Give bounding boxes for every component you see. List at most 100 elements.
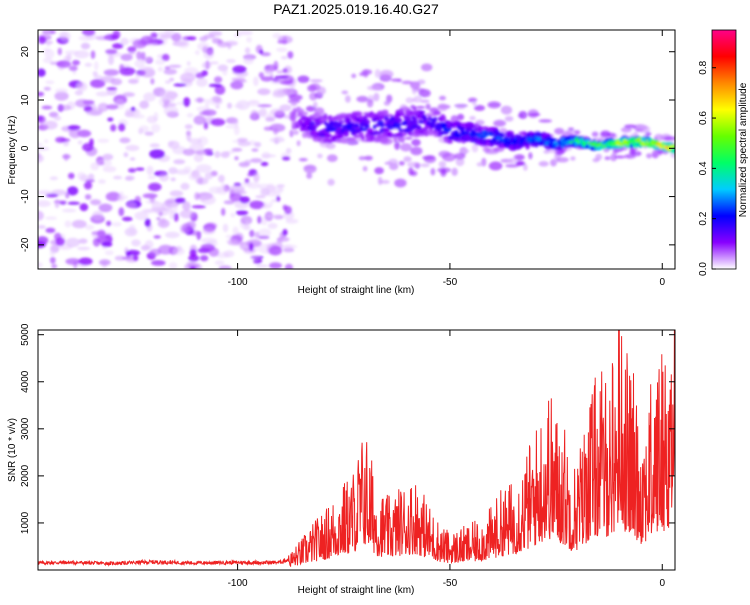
noise-cell bbox=[218, 174, 225, 183]
signal-core-cell bbox=[425, 103, 431, 110]
snr-x-ticks: -100 -50 0 bbox=[228, 330, 665, 589]
signal-halo-cell bbox=[298, 158, 308, 162]
signal-halo-cell bbox=[388, 158, 399, 167]
noise-cell bbox=[279, 80, 294, 85]
noise-cell bbox=[153, 112, 159, 122]
noise-cell bbox=[76, 172, 86, 180]
signal-core-cell bbox=[500, 132, 505, 138]
noise-cell bbox=[195, 50, 200, 55]
noise-cell bbox=[179, 209, 195, 219]
noise-cell bbox=[68, 128, 82, 139]
signal-halo-cell bbox=[488, 161, 503, 171]
noise-cell bbox=[186, 113, 194, 118]
signal-halo-cell bbox=[638, 125, 651, 133]
noise-cell bbox=[78, 238, 88, 244]
signal-halo-cell bbox=[538, 161, 549, 167]
noise-cell bbox=[67, 201, 81, 205]
noise-cell bbox=[101, 241, 113, 248]
noise-cell bbox=[258, 228, 272, 237]
noise-cell bbox=[203, 49, 215, 60]
noise-cell bbox=[168, 203, 178, 214]
noise-cell bbox=[204, 172, 214, 180]
signal-core-cell bbox=[471, 137, 480, 140]
noise-cell bbox=[273, 136, 284, 142]
y-tick-label: 1000 bbox=[20, 511, 31, 534]
signal-core-cell bbox=[337, 134, 344, 139]
noise-cell bbox=[194, 192, 200, 201]
signal-halo-cell bbox=[451, 167, 458, 176]
signal-halo-cell bbox=[504, 116, 514, 122]
noise-cell bbox=[208, 186, 222, 194]
noise-cell bbox=[44, 139, 49, 144]
noise-cell bbox=[260, 52, 271, 57]
signal-halo-cell bbox=[439, 95, 446, 101]
noise-cell bbox=[114, 255, 126, 261]
noise-cell bbox=[135, 167, 145, 171]
signal-halo-cell bbox=[418, 89, 431, 98]
noise-cell bbox=[38, 91, 45, 97]
noise-cell bbox=[247, 173, 254, 177]
noise-cell bbox=[180, 72, 196, 83]
signal-core-cell bbox=[393, 136, 398, 143]
noise-cell bbox=[38, 147, 50, 151]
figure-title: PAZ1.2025.019.16.40.G27 bbox=[273, 1, 439, 17]
noise-cell bbox=[266, 214, 280, 218]
signal-core-cell bbox=[416, 106, 426, 109]
noise-cell bbox=[265, 118, 275, 122]
noise-cell bbox=[147, 175, 156, 180]
signal-halo-cell bbox=[473, 105, 486, 111]
noise-cell bbox=[184, 81, 193, 86]
noise-cell bbox=[234, 156, 239, 161]
noise-cell bbox=[158, 97, 165, 106]
noise-cell bbox=[44, 30, 51, 38]
snr-y-label: SNR (10 * v/v) bbox=[7, 418, 18, 482]
noise-cell bbox=[63, 153, 69, 161]
noise-cell bbox=[237, 141, 251, 147]
noise-cell bbox=[79, 203, 89, 212]
colorbar-label: Normalized spectral amplitude bbox=[738, 82, 749, 217]
noise-cell bbox=[272, 33, 282, 39]
noise-cell bbox=[209, 61, 219, 65]
noise-cell bbox=[131, 114, 145, 119]
y-tick-label: 5000 bbox=[20, 323, 31, 346]
y-tick-label: -20 bbox=[20, 237, 31, 252]
noise-cell bbox=[43, 86, 51, 91]
signal-halo-cell bbox=[624, 124, 637, 129]
noise-cell bbox=[105, 191, 121, 202]
signal-halo-cell bbox=[471, 143, 479, 153]
signal-halo-cell bbox=[663, 136, 675, 141]
signal-halo-cell bbox=[556, 157, 569, 163]
noise-cell bbox=[154, 59, 166, 65]
noise-cell bbox=[159, 173, 169, 182]
signal-core-cell bbox=[353, 115, 358, 120]
noise-cell bbox=[148, 182, 162, 192]
signal-halo-cell bbox=[296, 140, 301, 147]
noise-cell bbox=[50, 61, 56, 65]
signal-core-cell bbox=[347, 137, 357, 143]
noise-cell bbox=[45, 216, 58, 220]
signal-halo-cell bbox=[516, 162, 526, 166]
noise-cell bbox=[38, 225, 46, 229]
noise-cell bbox=[261, 204, 272, 209]
colorbar-tick-label: 0.2 bbox=[698, 211, 709, 225]
noise-cell bbox=[45, 227, 56, 233]
noise-cell bbox=[58, 104, 72, 111]
noise-cell bbox=[78, 257, 93, 266]
noise-cell bbox=[178, 39, 190, 49]
noise-cell bbox=[200, 243, 215, 252]
noise-cell bbox=[232, 226, 239, 236]
noise-cell bbox=[197, 136, 209, 146]
signal-halo-cell bbox=[482, 147, 491, 153]
signal-core-cell bbox=[383, 127, 390, 133]
signal-core-cell bbox=[442, 116, 447, 122]
colorbar-tick-label: 0.0 bbox=[698, 262, 709, 276]
noise-cell bbox=[191, 205, 206, 209]
noise-cell bbox=[42, 57, 53, 64]
signal-core-cell bbox=[427, 130, 435, 134]
noise-cell bbox=[112, 43, 124, 49]
snr-panel: -100 -50 0 1000 2000 3000 4000 5000 Height of … bbox=[7, 323, 676, 596]
noise-cell bbox=[169, 190, 184, 197]
noise-cell bbox=[183, 97, 191, 107]
signal-halo-cell bbox=[363, 69, 369, 78]
signal-halo-cell bbox=[505, 164, 519, 168]
